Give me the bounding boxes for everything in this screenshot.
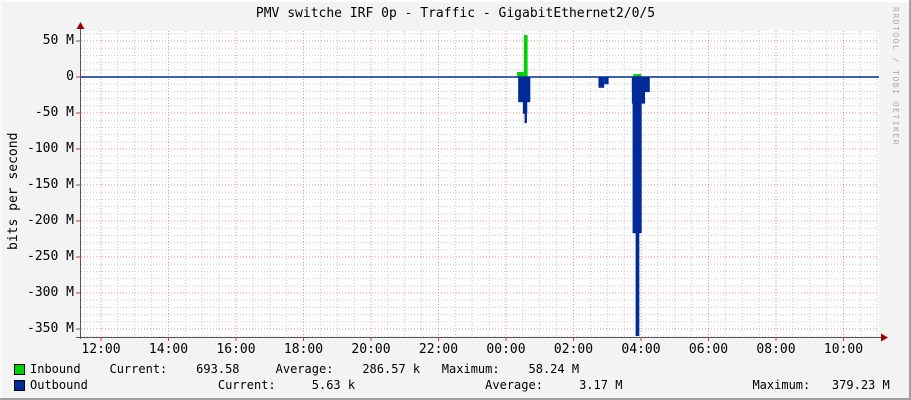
y-tick-label: -150 M bbox=[27, 177, 74, 192]
graph-title: PMV switche IRF 0p - Traffic - GigabitEt… bbox=[255, 6, 656, 21]
x-tick-label: 00:00 bbox=[486, 342, 526, 357]
legend-row-inbound: Inbound Current: 693.58 Average: 286.57 … bbox=[14, 361, 890, 377]
x-tick-label: 04:00 bbox=[621, 342, 661, 357]
x-tick-label: 02:00 bbox=[553, 342, 594, 357]
x-tick-label: 16:00 bbox=[216, 342, 256, 357]
x-tick-label: 14:00 bbox=[148, 342, 189, 357]
outbound-area-segment bbox=[524, 77, 527, 124]
inbound-legend-text: Inbound Current: 693.58 Average: 286.57 … bbox=[30, 362, 580, 376]
y-tick-label: -50 M bbox=[34, 105, 74, 120]
frame-bevel-left bbox=[0, 0, 2, 400]
inbound-area-segment bbox=[633, 74, 642, 77]
x-tick-label: 20:00 bbox=[351, 342, 391, 357]
frame-bevel-right bbox=[909, 0, 911, 400]
legend-row-outbound: Outbound Current: 5.63 k Average: 3.17 M… bbox=[14, 377, 890, 393]
frame-bevel-bottom bbox=[0, 398, 911, 400]
inbound-swatch bbox=[14, 363, 25, 375]
chart-canvas bbox=[81, 31, 879, 337]
inbound-area-segment bbox=[523, 35, 528, 77]
y-tick-label: -200 M bbox=[27, 213, 74, 228]
plot-area bbox=[81, 31, 879, 337]
x-tick-label: 10:00 bbox=[823, 342, 864, 357]
x-tick-label: 08:00 bbox=[756, 342, 796, 357]
y-tick-label: 50 M bbox=[42, 33, 74, 48]
y-tick-label: -350 M bbox=[27, 321, 74, 336]
legend: Inbound Current: 693.58 Average: 286.57 … bbox=[14, 361, 890, 393]
y-tick-label: -100 M bbox=[27, 141, 74, 156]
outbound-legend-text: Outbound Current: 5.63 k Average: 3.17 M… bbox=[30, 378, 890, 392]
rrdtool-watermark: RRDTOOL / TOBI OETIKER bbox=[891, 7, 900, 146]
inbound-area-segment bbox=[517, 71, 524, 77]
x-tick-label: 12:00 bbox=[81, 342, 121, 357]
frame-bevel-top bbox=[0, 0, 911, 2]
outbound-swatch bbox=[14, 379, 25, 391]
outbound-area-segment bbox=[635, 77, 640, 336]
y-axis-arrow bbox=[76, 22, 85, 29]
outbound-area-segment bbox=[604, 77, 609, 85]
x-tick-label: 22:00 bbox=[418, 342, 459, 357]
y-tick-label: -250 M bbox=[27, 249, 74, 264]
x-tick-label: 06:00 bbox=[688, 342, 729, 357]
y-tick-label: -300 M bbox=[27, 285, 74, 300]
outbound-area-segment bbox=[598, 77, 605, 88]
y-tick-label: 0 bbox=[66, 69, 74, 84]
x-axis-arrow bbox=[881, 333, 888, 342]
x-tick-label: 18:00 bbox=[283, 342, 324, 357]
